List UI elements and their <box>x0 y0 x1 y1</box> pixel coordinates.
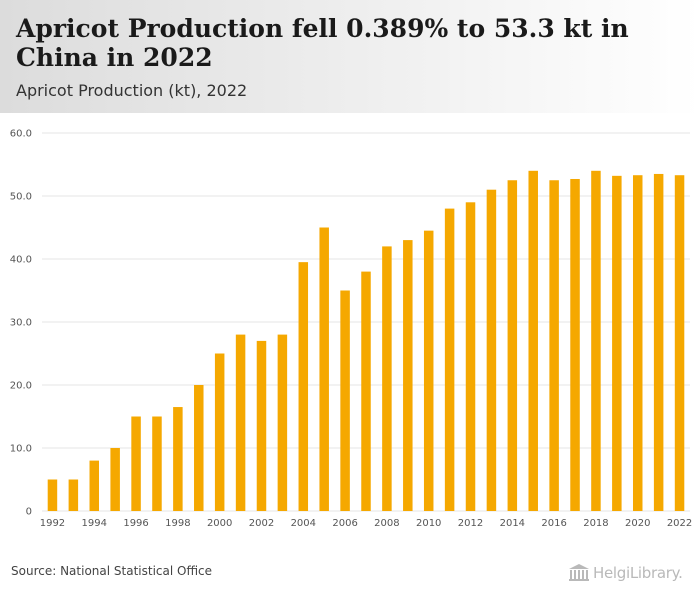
bar-2015[interactable] <box>528 170 538 512</box>
x-tick-label: 1994 <box>82 518 107 529</box>
y-tick-label: 40.0 <box>10 255 32 266</box>
bar-2017[interactable] <box>570 178 580 512</box>
x-tick-label: 2012 <box>458 518 483 529</box>
bar-1994[interactable] <box>89 460 100 511</box>
bar-2011[interactable] <box>444 208 455 511</box>
y-axis: 0 10.0 20.0 30.0 40.0 50.0 60.0 <box>10 129 32 518</box>
bars <box>47 170 685 512</box>
bar-2007[interactable] <box>361 271 371 511</box>
header-banner: Apricot Production fell 0.389% to 53.3 k… <box>0 0 700 113</box>
bar-1995[interactable] <box>110 448 120 511</box>
x-tick-label: 2004 <box>291 518 316 529</box>
bar-2020[interactable] <box>632 175 643 511</box>
bar-1996[interactable] <box>131 416 141 512</box>
bar-2013[interactable] <box>486 189 497 511</box>
bar-2001[interactable] <box>235 334 246 511</box>
bar-2018[interactable] <box>591 170 601 512</box>
bar-2000[interactable] <box>214 353 225 512</box>
bar-2016[interactable] <box>549 180 559 511</box>
y-tick-label: 60.0 <box>10 129 32 140</box>
bar-2009[interactable] <box>403 240 413 511</box>
bar-2022[interactable] <box>674 175 685 511</box>
bar-2010[interactable] <box>423 230 434 511</box>
bar-chart: 010.020.030.040.050.060.0 1992 1994 1996 19… <box>10 129 693 530</box>
bar-1999[interactable] <box>194 385 204 511</box>
x-tick-label: 2002 <box>249 518 274 529</box>
source-note: Source: National Statistical Office <box>11 564 213 578</box>
x-tick-label: 1992 <box>40 518 65 529</box>
bar-1998[interactable] <box>173 407 183 511</box>
bar-2004[interactable] <box>298 262 309 511</box>
helgilibrary-logo[interactable]: HelgiLibrary. <box>568 561 683 585</box>
x-tick-label: 2006 <box>332 518 357 529</box>
bar-2006[interactable] <box>340 290 350 512</box>
bar-1997[interactable] <box>152 416 162 512</box>
bar-2012[interactable] <box>465 202 476 512</box>
chart-title: Apricot Production fell 0.389% to 53.3 k… <box>16 14 629 72</box>
x-tick-label: 2010 <box>416 518 441 529</box>
bar-2021[interactable] <box>653 173 664 511</box>
y-tick-label: 50.0 <box>10 192 32 203</box>
y-tick-label: 0 <box>26 507 32 518</box>
bar-2008[interactable] <box>382 246 392 511</box>
bar-1993[interactable] <box>68 479 79 512</box>
y-tick-label: 10.0 <box>10 444 32 455</box>
y-tick-label: 30.0 <box>10 318 32 329</box>
x-axis: 1992 1994 1996 1998 2000 2002 2004 2006 2008 2010… <box>40 518 693 529</box>
bar-2014[interactable] <box>507 180 518 511</box>
bar-2005[interactable] <box>319 227 329 512</box>
bar-1992[interactable] <box>47 479 58 512</box>
x-tick-label: 2016 <box>541 518 566 529</box>
x-tick-label: 2022 <box>667 518 692 529</box>
bar-2019[interactable] <box>612 175 622 511</box>
y-tick-label: 20.0 <box>10 381 32 392</box>
x-tick-label: 2020 <box>625 518 650 529</box>
bar-2002[interactable] <box>256 340 267 511</box>
chart-subtitle: Apricot Production (kt), 2022 <box>16 81 248 100</box>
x-tick-label: 1998 <box>165 518 190 529</box>
x-tick-label: 2008 <box>374 518 399 529</box>
logo-text: HelgiLibrary. <box>593 564 683 582</box>
library-building-icon <box>569 564 589 581</box>
x-tick-label: 2018 <box>583 518 608 529</box>
bar-2003[interactable] <box>277 334 288 511</box>
x-tick-label: 2000 <box>207 518 232 529</box>
x-tick-label: 1996 <box>123 518 148 529</box>
x-tick-label: 2014 <box>500 518 525 529</box>
